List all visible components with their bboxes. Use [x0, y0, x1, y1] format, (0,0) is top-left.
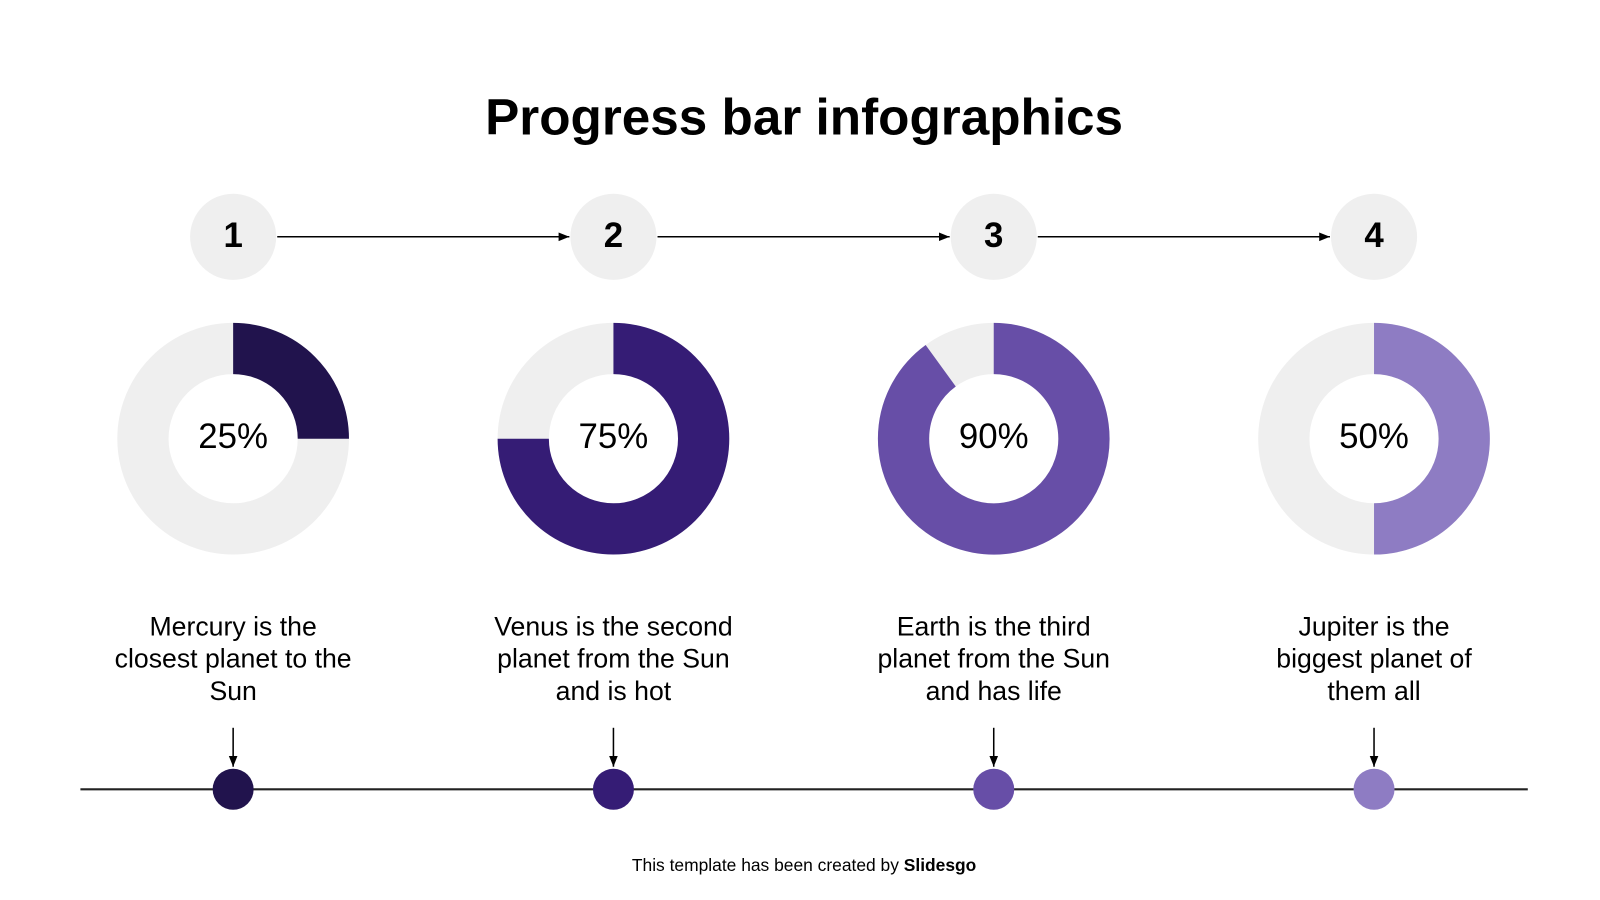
- description-line: closest planet to the: [115, 644, 352, 674]
- description-line: and is hot: [556, 676, 672, 706]
- step-number: 1: [223, 216, 242, 255]
- donut-arc: [877, 322, 1110, 555]
- title: Progress bar infographics: [485, 88, 1123, 145]
- donut-label: 75%: [579, 417, 649, 456]
- footer-text: This template has been created by: [632, 855, 904, 875]
- step-number: 3: [984, 216, 1003, 255]
- timeline-dot: [1353, 768, 1395, 810]
- footer: This template has been created by Slides…: [632, 855, 976, 875]
- description-line: planet from the Sun: [877, 644, 1110, 674]
- donut-arc: [497, 322, 730, 555]
- step-circle: [1330, 193, 1418, 280]
- step-number: 4: [1364, 216, 1384, 255]
- step-circle: [570, 193, 657, 280]
- donut-label: 25%: [198, 417, 268, 456]
- donut-label: 90%: [959, 417, 1029, 456]
- donut-arc: [232, 322, 349, 440]
- step-number: 2: [604, 216, 623, 255]
- description-line: Earth is the third: [897, 611, 1091, 641]
- step-circle: [190, 193, 277, 280]
- donut-label: 50%: [1339, 417, 1409, 456]
- description-line: and has life: [926, 676, 1062, 706]
- step-circle: [950, 193, 1037, 280]
- description-line: Sun: [209, 676, 256, 706]
- description-line: them all: [1327, 676, 1420, 706]
- timeline-dot: [973, 768, 1015, 810]
- description-line: biggest planet of: [1276, 644, 1472, 674]
- donut-arc: [1373, 322, 1490, 555]
- description-line: planet from the Sun: [497, 644, 730, 674]
- timeline-dot: [592, 768, 634, 810]
- timeline-dot: [212, 768, 254, 810]
- description-line: Venus is the second: [494, 611, 732, 641]
- footer-brand: Slidesgo: [904, 855, 977, 875]
- description-line: Jupiter is the: [1299, 611, 1450, 641]
- description-line: Mercury is the: [149, 611, 316, 641]
